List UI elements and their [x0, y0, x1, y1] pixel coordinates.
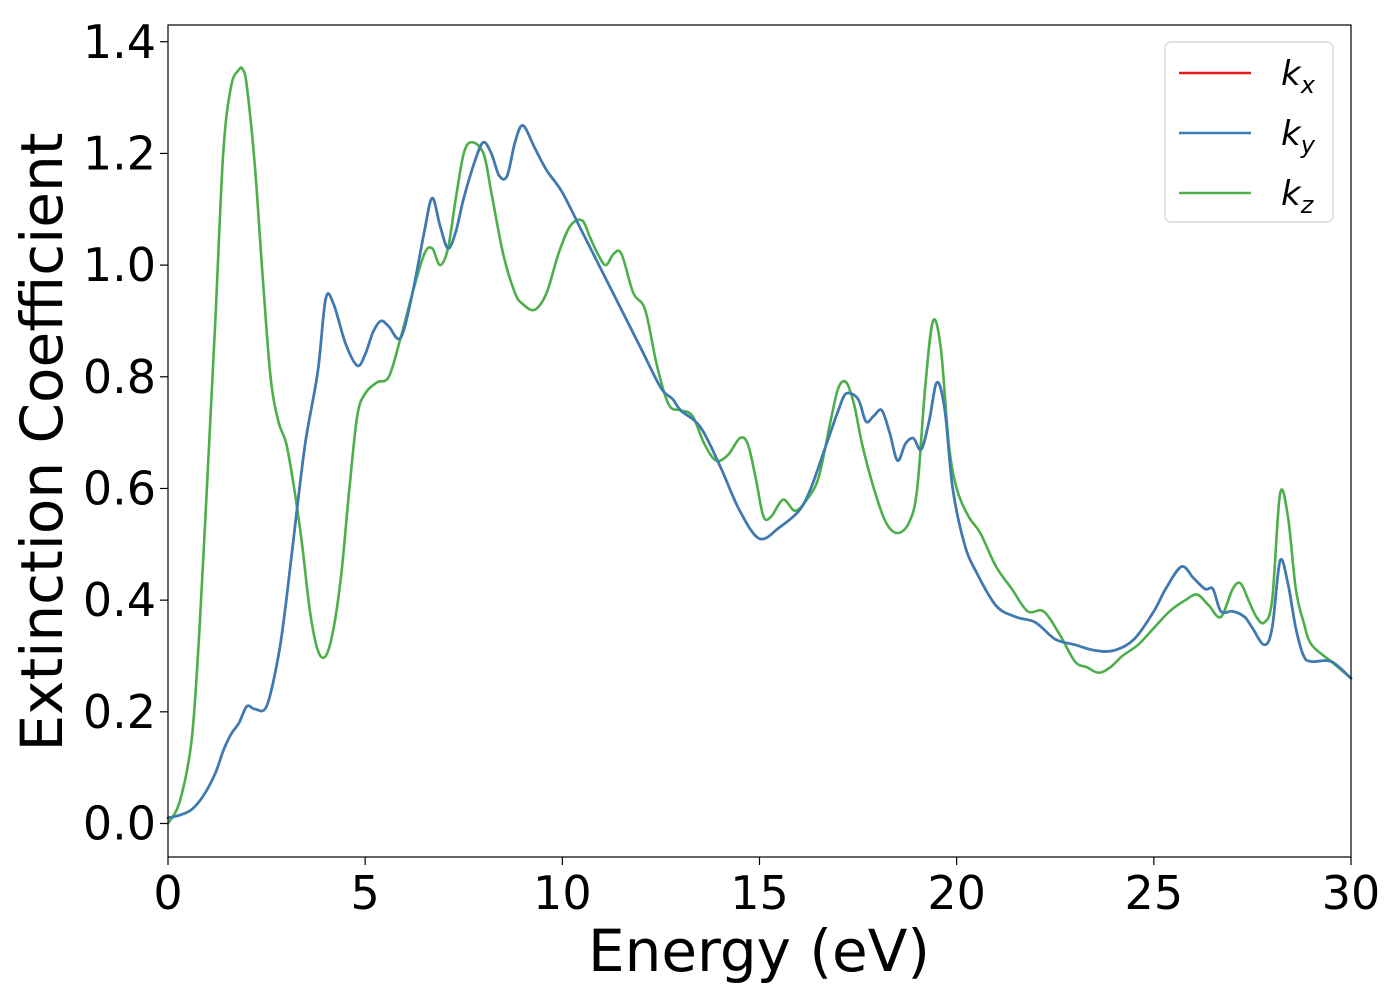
y-axis: 0.0 0.2 0.4 0.6 0.8 1.0 1.2 1.4	[83, 15, 168, 850]
series-line-kz	[166, 66, 1353, 825]
x-axis: 0 5 10 15 20 25 30	[153, 857, 1380, 920]
legend-label-main: k	[1281, 114, 1302, 154]
legend-label-main: k	[1281, 54, 1302, 94]
y-tick-label: 1.0	[83, 238, 156, 292]
x-tick-label: 5	[351, 866, 380, 920]
y-axis-title: Extinction Coefficient	[8, 133, 76, 752]
legend-label-kz: kz	[1281, 174, 1315, 219]
y-tick-label: 0.0	[83, 796, 156, 850]
legend-label-ky: ky	[1281, 114, 1316, 159]
legend-label-main: k	[1281, 174, 1302, 214]
x-axis-title: Energy (eV)	[588, 917, 930, 985]
series-line-kx	[166, 124, 1353, 820]
y-tick-label: 0.6	[83, 461, 156, 515]
y-tick-label: 0.4	[83, 573, 156, 627]
legend-label-sub: x	[1300, 71, 1316, 99]
y-tick-label: 0.8	[83, 350, 156, 404]
legend-label-sub: y	[1300, 131, 1316, 159]
x-tick-label: 0	[153, 866, 182, 920]
y-tick-label: 1.2	[83, 126, 156, 180]
x-tick-label: 20	[927, 866, 986, 920]
x-tick-label: 25	[1125, 866, 1184, 920]
series-line-ky	[166, 124, 1353, 820]
y-tick-label: 0.2	[83, 685, 156, 739]
x-tick-label: 15	[730, 866, 789, 920]
y-tick-label: 1.4	[83, 15, 156, 69]
x-tick-label: 10	[533, 866, 592, 920]
series-layer	[166, 66, 1353, 825]
legend-label-sub: z	[1300, 191, 1315, 219]
legend-label-kx: kx	[1281, 54, 1316, 99]
x-tick-label: 30	[1322, 866, 1381, 920]
